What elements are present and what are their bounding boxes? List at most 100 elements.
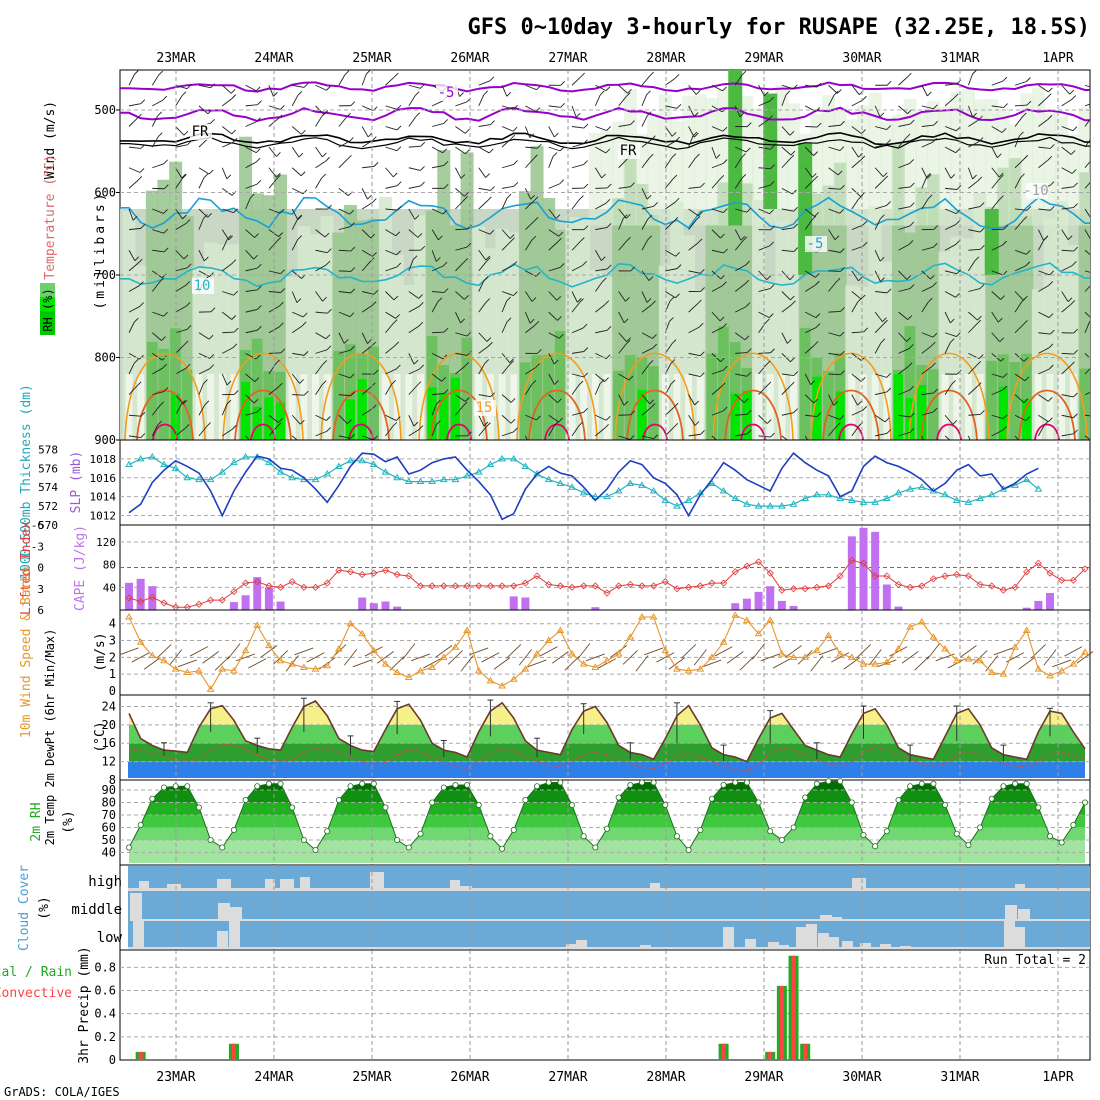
rh-fill-column	[137, 374, 145, 440]
wind-barb-flag	[232, 343, 238, 349]
rh-point	[907, 783, 914, 790]
thickness-point	[766, 502, 775, 509]
rh-point	[708, 795, 715, 802]
wind-barb-flag	[441, 376, 446, 382]
slp-tick: 1014	[90, 491, 117, 504]
wind-barb-flag	[933, 225, 939, 230]
thickness-point	[673, 502, 681, 509]
wind-speed-point	[836, 650, 845, 657]
wind-barb-flag	[230, 88, 236, 94]
wind-barb	[851, 198, 859, 210]
wind-barb-flag	[513, 427, 518, 433]
surface-wind-barb	[518, 649, 532, 666]
wind-barb-flag	[905, 133, 911, 139]
wind-barb-flag	[860, 155, 866, 161]
wind-barb	[688, 415, 696, 426]
thickness-point	[160, 460, 168, 468]
wind-barb-flag	[529, 133, 535, 138]
wind-barb-flag	[676, 104, 682, 109]
thickness-point	[393, 473, 402, 481]
wind-barb	[175, 84, 188, 90]
wind-barb-flag	[722, 159, 728, 164]
wind-speed-point	[882, 658, 891, 665]
wind-barb-flag	[647, 235, 653, 241]
wind-barb-flag	[926, 174, 932, 179]
wind-barb	[711, 84, 723, 92]
lifted-index-point	[311, 583, 320, 591]
upper-pressure-axis-label: (millibars)	[93, 190, 108, 309]
wind-barb-flag	[650, 403, 656, 408]
wind-speed-point	[206, 685, 215, 692]
wind-barb	[641, 139, 652, 148]
wind-barb	[1014, 301, 1022, 313]
rh-fill-column	[345, 344, 357, 440]
wind-barb-flag	[350, 288, 356, 294]
wind-barb-flag	[559, 263, 565, 268]
wind-barb	[571, 126, 584, 129]
wind-speed-point	[801, 653, 810, 660]
precip-convective-bar	[138, 1051, 143, 1060]
wind-barb-flag	[300, 171, 306, 177]
wind-barb-flag	[346, 112, 351, 118]
wind-barb-flag	[676, 264, 682, 269]
rh-point	[755, 799, 762, 806]
wind-barb	[478, 426, 487, 437]
rh-point	[1023, 780, 1030, 787]
wind-barb-flag	[228, 235, 234, 241]
wind-barb-flag	[909, 119, 915, 125]
wind-barb-flag	[373, 289, 379, 295]
wind-barb	[921, 392, 934, 396]
thickness-point	[847, 496, 856, 503]
wind-barb	[361, 188, 368, 200]
wind-barb	[1038, 394, 1049, 402]
wind-barb-flag	[276, 174, 281, 180]
wind-barb-flag	[231, 424, 237, 430]
wind-barb	[548, 241, 558, 251]
wind-barb	[175, 367, 187, 375]
cloud-cover-block	[1004, 921, 1015, 949]
surface-wind-barb	[644, 647, 664, 656]
wind-barb	[478, 200, 488, 210]
wind-barb-flag	[1094, 254, 1098, 258]
wind-barb-flag	[367, 339, 372, 344]
wind-barb	[501, 164, 514, 169]
wind-barb-flag	[839, 209, 845, 214]
wind-barb	[641, 188, 648, 200]
wind-barb-flag	[552, 152, 558, 157]
wind-barb	[1061, 167, 1073, 174]
wind-barb	[245, 352, 257, 360]
wind-barb	[385, 323, 394, 334]
cape-bar	[358, 597, 367, 610]
wind-barb-flag	[700, 430, 705, 435]
thickness-point	[323, 470, 332, 477]
wind-barb	[968, 206, 981, 210]
wind-barb-flag	[534, 321, 540, 326]
wind-barb	[315, 311, 328, 314]
wind-barb	[292, 84, 305, 88]
wind-barb	[221, 167, 228, 180]
rh-fill-column	[461, 337, 473, 440]
wind-barb	[478, 80, 491, 86]
wind-speed-point	[894, 644, 903, 652]
wind-barb	[1084, 208, 1090, 218]
wind-barb-flag	[436, 399, 441, 405]
temp-tick: 12	[102, 755, 116, 769]
wind-barb	[828, 146, 841, 152]
wind-barb	[431, 229, 439, 241]
wind-barb	[828, 167, 839, 176]
wind-barb-flag	[1093, 175, 1097, 179]
surface-wind-barb	[597, 658, 617, 669]
wind-barb-flag	[163, 387, 169, 392]
wind-barb-flag	[1069, 89, 1075, 95]
surface-wind-barb	[493, 657, 511, 670]
wind-barb-flag	[625, 297, 630, 302]
rh-fill-column	[624, 355, 636, 440]
cape-bar	[229, 602, 238, 610]
wind-barb-flag	[350, 246, 356, 252]
surface-wind-barb	[202, 651, 219, 664]
wind-barb	[618, 311, 625, 324]
wind-barb-flag	[930, 274, 935, 280]
wind-barb	[478, 249, 487, 261]
wind-barb-flag	[880, 277, 885, 282]
wind-barb	[315, 229, 326, 238]
